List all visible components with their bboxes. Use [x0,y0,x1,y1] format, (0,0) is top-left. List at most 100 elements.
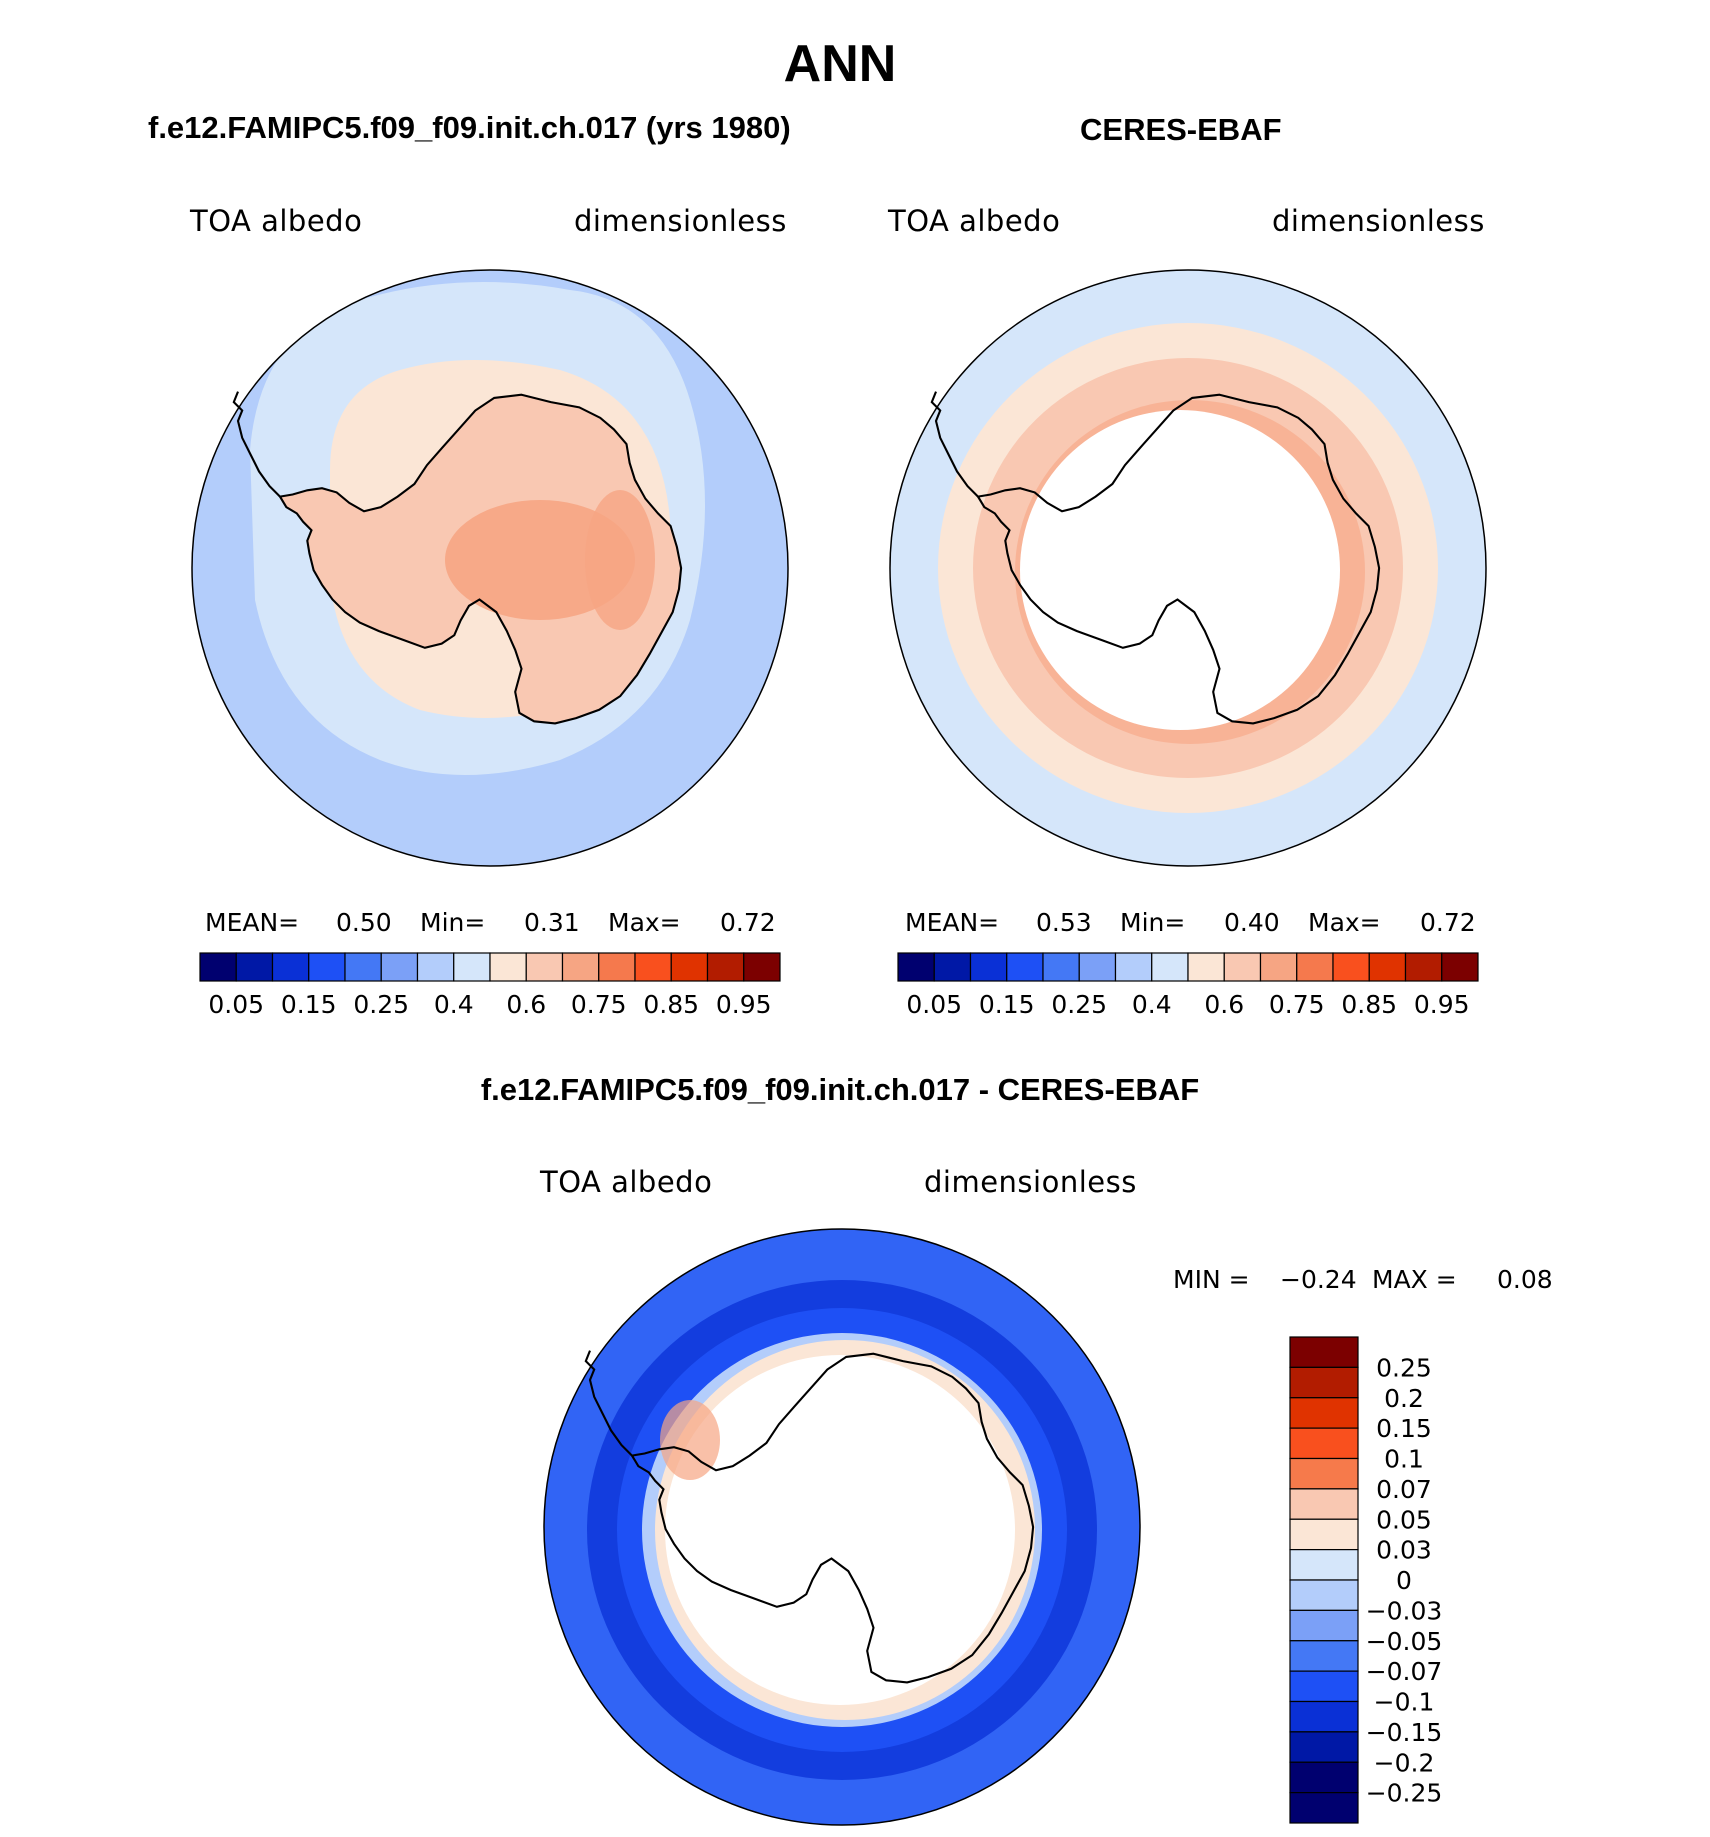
panel1-colorbar-swatch-1 [235,952,274,982]
panel3-colorbar: 0.250.20.150.10.070.050.030−0.03−0.05−0.… [1289,1336,1443,1824]
panel1-colorbar-swatch-4 [344,952,382,982]
panel1-colorbar-swatch-0 [199,952,237,982]
panel3-min-value: −0.24 [1280,1265,1357,1294]
panel1-min-label: Min= [420,908,486,937]
panel3-colorbar-swatch-8 [1289,1579,1359,1611]
panel3-map [544,1229,1140,1825]
panel3-colorbar-swatch-15 [1289,1792,1359,1824]
panel2-mean-label: MEAN= [905,908,1000,937]
panel3-colorbar-tick-label: −0.25 [1366,1779,1443,1808]
panel2-colorbar-swatch-10 [1259,952,1298,982]
panel3-colorbar-tick-label: −0.2 [1374,1748,1435,1777]
panel1-units-label: dimensionless [574,204,787,238]
panel2-colorbar-swatch-4 [1042,952,1080,982]
panel1-colorbar-tick-label: 0.15 [281,990,337,1019]
panel3-min-label: MIN = [1173,1265,1250,1294]
panel2-colorbar: 0.05 0.15 0.25 0.4 0.6 0.75 0.85 0.95 [897,952,1479,1019]
panel2-colorbar-tick-label: 0.4 [1132,990,1172,1019]
panel2-colorbar-tick-label: 0.25 [1051,990,1107,1019]
panel1-colorbar-tick-label: 0.4 [434,990,474,1019]
panel2-colorbar-swatch-7 [1151,952,1189,982]
panel2-colorbar-tick-label: 0.75 [1269,990,1325,1019]
figure-title: ANN [783,35,897,93]
panel2-mean-value: 0.53 [1036,908,1092,937]
panel1-colorbar-swatch-14 [706,952,745,982]
panel2-colorbar-swatch-0 [897,952,935,982]
panel3-colorbar-swatch-9 [1289,1609,1359,1642]
panel1-max-label: Max= [608,908,681,937]
panel3-colorbar-tick-label: 0.15 [1376,1414,1432,1443]
panel1-colorbar-swatch-10 [561,952,600,982]
panel3-colorbar-tick-label: −0.1 [1374,1688,1435,1717]
panel3-units-label: dimensionless [924,1165,1137,1199]
panel1-min-value: 0.31 [524,908,580,937]
panel2-colorbar-swatch-3 [1006,952,1044,982]
panel2-colorbar-tick-label: 0.15 [979,990,1035,1019]
panel1-colorbar-swatch-3 [308,952,346,982]
panel2-colorbar-swatch-5 [1078,952,1117,982]
panel2-units-label: dimensionless [1272,204,1485,238]
panel1-mean-value: 0.50 [336,908,392,937]
panel1-colorbar-swatch-2 [271,952,310,982]
panel3-colorbar-tick-label: −0.15 [1366,1718,1443,1747]
panel3-title: f.e12.FAMIPC5.f09_f09.init.ch.017 - CERE… [480,1072,1200,1107]
panel1-colorbar-swatch-5 [380,952,419,982]
panel1-max-value: 0.72 [720,908,776,937]
panel2-colorbar-swatch-8 [1187,952,1225,982]
panel2-variable-label: TOA albedo [888,204,1061,238]
panel3-max-label: MAX = [1372,1265,1457,1294]
panel3-colorbar-tick-label: 0 [1396,1566,1412,1595]
panel1-colorbar-swatch-12 [634,952,672,982]
panel1-map [192,270,788,866]
panel3-max-value: 0.08 [1497,1265,1553,1294]
panel1-colorbar-tick-label: 0.95 [716,990,772,1019]
panel3-colorbar-swatch-10 [1289,1640,1359,1672]
panel2-colorbar-tick-label: 0.85 [1341,990,1397,1019]
panel2-colorbar-swatch-1 [933,952,972,982]
panel1-colorbar-tick-label: 0.75 [571,990,627,1019]
panel3-colorbar-swatch-4 [1289,1457,1359,1490]
panel3-colorbar-tick-label: 0.25 [1376,1353,1432,1382]
panel1-colorbar-swatch-13 [670,952,709,982]
panel3-colorbar-swatch-0 [1289,1336,1359,1368]
panel1-colorbar: 0.05 0.15 0.25 0.4 0.6 0.75 0.85 0.95 [199,952,781,1019]
panel3-colorbar-tick-label: 0.2 [1384,1384,1424,1413]
panel1-colorbar-tick-label: 0.6 [506,990,546,1019]
panel1-mean-label: MEAN= [205,908,300,937]
panel2-colorbar-tick-label: 0.6 [1204,990,1244,1019]
panel1-title: f.e12.FAMIPC5.f09_f09.init.ch.017 (yrs 1… [148,110,791,145]
panel3-colorbar-swatch-14 [1289,1761,1359,1794]
panel1-colorbar-tick-label: 0.85 [643,990,699,1019]
panel1-colorbar-tick-label: 0.25 [353,990,409,1019]
panel1-colorbar-swatch-15 [743,952,781,982]
panel2-colorbar-swatch-12 [1332,952,1370,982]
panel2-colorbar-swatch-11 [1296,952,1334,982]
panel2-max-value: 0.72 [1420,908,1476,937]
panel2-colorbar-swatch-6 [1114,952,1153,982]
panel3-colorbar-swatch-2 [1289,1397,1359,1429]
panel2-colorbar-swatch-9 [1223,952,1262,982]
panel3-colorbar-swatch-11 [1289,1670,1359,1703]
panel1-colorbar-swatch-7 [453,952,491,982]
panel2-map [890,270,1486,866]
panel3-colorbar-tick-label: −0.07 [1366,1657,1443,1686]
panel1-colorbar-swatch-8 [489,952,527,982]
panel2-min-label: Min= [1120,908,1186,937]
panel3-colorbar-swatch-5 [1289,1488,1359,1520]
panel3-colorbar-tick-label: −0.05 [1366,1627,1443,1656]
panel3-colorbar-tick-label: 0.03 [1376,1536,1432,1565]
panel3-colorbar-swatch-3 [1289,1427,1359,1460]
panel1-colorbar-swatch-6 [416,952,455,982]
panel2-min-value: 0.40 [1224,908,1280,937]
panel3-colorbar-swatch-6 [1289,1518,1359,1551]
panel2-colorbar-swatch-13 [1368,952,1407,982]
panel2-max-label: Max= [1308,908,1381,937]
panel1-variable-label: TOA albedo [190,204,363,238]
panel3-variable-label: TOA albedo [540,1165,713,1199]
panel1-colorbar-swatch-9 [525,952,564,982]
panel3-colorbar-swatch-12 [1289,1700,1359,1733]
panel3-colorbar-tick-label: 0.1 [1384,1445,1424,1474]
panel3-colorbar-swatch-13 [1289,1731,1359,1763]
panel2-title: CERES-EBAF [1080,112,1282,147]
